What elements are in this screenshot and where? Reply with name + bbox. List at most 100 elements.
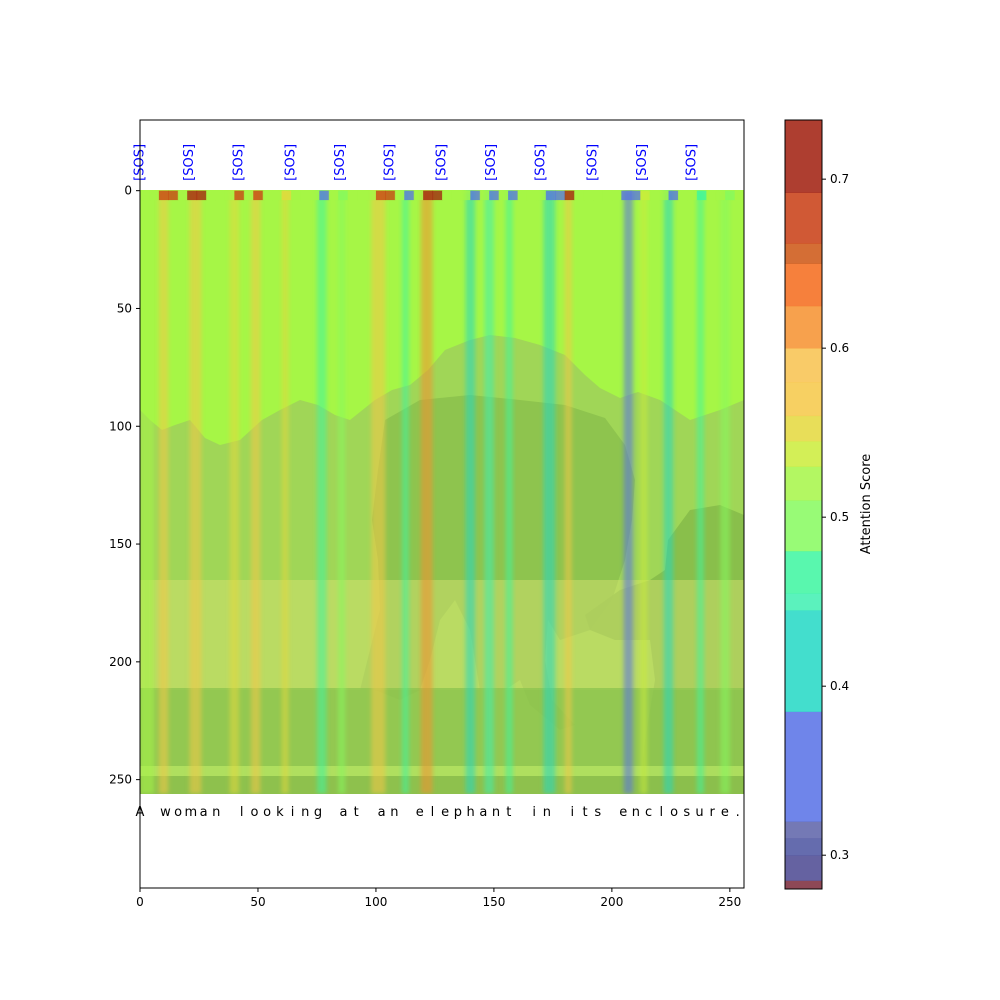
x-tick-label-0: 0	[136, 895, 144, 909]
attention-column-15	[564, 190, 572, 794]
attention-column-18	[663, 190, 674, 794]
colorbar-bands	[785, 120, 822, 890]
top-strip-cell-13	[262, 190, 273, 201]
y-tick-label-3: 150	[109, 537, 132, 551]
token-label-10: [SOS]	[635, 144, 650, 181]
attention-column-9	[401, 190, 409, 794]
top-strip-cell-8	[215, 190, 226, 201]
attention-column-16	[623, 190, 634, 794]
x-tick-label-3: 150	[482, 895, 505, 909]
colorbar-band-4	[785, 711, 822, 822]
top-strip-cell-49	[602, 190, 613, 201]
caption-char-2: w	[160, 805, 171, 820]
caption-char-40: c	[645, 805, 652, 820]
colorbar-tick-label-4: 0.7	[830, 172, 849, 186]
y-axis: 0 50 100 150 200 250	[109, 184, 140, 787]
attention-top-strip	[140, 190, 744, 201]
colorbar-band-17	[785, 192, 822, 244]
top-strip-cell-28	[404, 190, 415, 201]
top-strip-cell-60	[706, 190, 717, 201]
caption-char-27: a	[479, 805, 487, 820]
top-strip-cell-37	[489, 190, 500, 201]
token-label-8: [SOS]	[534, 144, 549, 181]
colorbar-tick-label-0: 0.3	[830, 848, 849, 862]
token-label-2: [SOS]	[232, 144, 247, 181]
top-strip-cell-54	[649, 190, 660, 201]
attention-column-17	[640, 190, 648, 794]
x-axis: 0 50 100 150 200 250	[136, 888, 741, 909]
attention-column-14	[543, 190, 556, 794]
caption-char-34: i	[571, 805, 575, 820]
token-label-3: [SOS]	[284, 144, 299, 181]
token-label-7: [SOS]	[484, 144, 499, 181]
top-strip-cell-57	[677, 190, 688, 201]
top-strip-cell-21	[338, 190, 349, 201]
caption-char-26: h	[466, 805, 474, 820]
colorbar-band-3	[785, 821, 822, 839]
caption-char-12: i	[291, 805, 295, 820]
colorbar-tick-label-3: 0.6	[830, 341, 849, 355]
top-strip-cell-18	[309, 190, 320, 201]
top-strip-cell-11	[243, 190, 254, 201]
top-strip-cell-27	[394, 190, 405, 201]
colorbar: 0.3 0.4 0.5 0.6 0.7 Attention Score	[784, 119, 874, 890]
caption-char-22: e	[416, 805, 424, 820]
top-strip-cell-31	[432, 190, 443, 201]
colorbar-band-0	[785, 880, 822, 890]
caption-char-41: l	[660, 805, 664, 820]
y-tick-label-2: 100	[109, 419, 132, 433]
caption-char-43: s	[683, 805, 690, 820]
x-tick-label-1: 50	[250, 895, 265, 909]
colorbar-label: Attention Score	[859, 454, 874, 555]
token-label-5: [SOS]	[383, 144, 398, 181]
colorbar-band-13	[785, 348, 822, 383]
x-tick-label-2: 100	[364, 895, 387, 909]
attention-column-0	[140, 190, 155, 794]
caption-char-4: m	[185, 805, 198, 820]
top-strip-cell-30	[423, 190, 434, 201]
top-strip-cell-24	[366, 190, 377, 201]
top-strip-cell-22	[347, 190, 358, 201]
top-strip-cell-2	[158, 190, 169, 201]
top-strip-cell-58	[687, 190, 698, 201]
y-tick-label-0: 0	[124, 184, 132, 198]
attention-column-19	[696, 190, 704, 794]
caption-char-8: l	[240, 805, 244, 820]
caption-char-39: n	[632, 805, 640, 820]
colorbar-band-7	[785, 550, 822, 594]
top-strip-cell-52	[630, 190, 641, 201]
colorbar-band-10	[785, 441, 822, 467]
top-strip-cell-17	[300, 190, 311, 201]
caption-char-10: o	[263, 805, 271, 820]
top-strip-cell-44	[555, 190, 566, 201]
top-strip-cell-41	[526, 190, 537, 201]
colorbar-band-6	[785, 593, 822, 611]
top-strip-cell-6	[196, 190, 207, 201]
top-strip-cell-33	[451, 190, 462, 201]
colorbar-frame	[784, 119, 823, 890]
top-strip-cell-0	[140, 190, 150, 201]
caption-char-5: a	[200, 805, 208, 820]
token-label-6: [SOS]	[435, 144, 450, 181]
colorbar-band-1	[785, 855, 822, 881]
colorbar-band-5	[785, 610, 822, 712]
top-strip-cell-16	[291, 190, 301, 201]
top-strip-cell-32	[442, 190, 452, 201]
attention-column-4	[250, 190, 261, 794]
caption-char-19: a	[378, 805, 386, 820]
attention-column-5	[281, 190, 289, 794]
top-strip-cell-29	[413, 190, 424, 201]
caption-char-31: i	[532, 805, 536, 820]
top-strip-cell-62	[725, 190, 736, 201]
top-strip-cell-61	[715, 190, 726, 201]
colorbar-tick-label-2: 0.5	[830, 510, 849, 524]
caption-char-13: n	[301, 805, 309, 820]
caption-char-38: e	[619, 805, 627, 820]
caption-char-6: n	[212, 805, 220, 820]
top-strip-cell-36	[479, 190, 490, 201]
caption-char-46: e	[721, 805, 729, 820]
colorbar-tick-label-1: 0.4	[830, 679, 849, 693]
top-strip-cell-25	[375, 190, 386, 201]
top-strip-cell-45	[564, 190, 575, 201]
top-strip-cell-3	[168, 190, 179, 201]
